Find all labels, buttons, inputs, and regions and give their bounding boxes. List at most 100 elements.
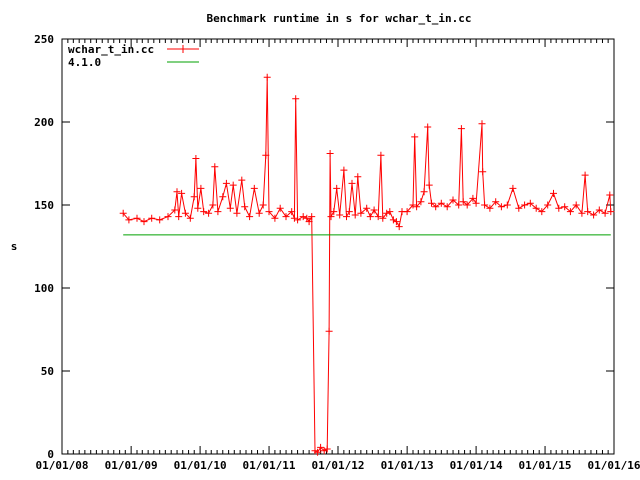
data-point <box>148 214 156 222</box>
x-tick-label: 01/01/08 <box>36 459 89 472</box>
data-point <box>262 151 270 159</box>
data-point <box>219 193 227 201</box>
data-point <box>521 201 529 209</box>
data-point <box>186 214 194 222</box>
data-point <box>175 213 183 221</box>
data-point <box>481 201 489 209</box>
data-point <box>572 201 580 209</box>
x-tick-label: 01/01/11 <box>243 459 296 472</box>
data-point <box>403 208 411 216</box>
data-point <box>607 208 615 216</box>
data-point <box>330 208 338 216</box>
data-point <box>411 133 419 141</box>
legend-marker-0 <box>179 45 187 53</box>
data-point <box>555 204 563 212</box>
data-point <box>443 203 451 211</box>
data-point <box>437 199 445 207</box>
data-point <box>561 203 569 211</box>
data-point <box>211 163 219 171</box>
y-tick-label: 250 <box>34 33 54 46</box>
data-point <box>119 209 127 217</box>
data-point <box>457 125 465 133</box>
y-tick-label: 200 <box>34 116 54 129</box>
data-point <box>515 204 523 212</box>
data-point <box>178 189 186 197</box>
data-point <box>449 196 457 204</box>
data-point <box>190 193 198 201</box>
data-point <box>409 201 417 209</box>
x-tick-label: 01/01/16 <box>588 459 640 472</box>
y-tick-label: 100 <box>34 282 54 295</box>
data-point <box>497 203 505 211</box>
plot-area <box>61 38 615 455</box>
legend-label-0: wchar_t_in.cc <box>68 43 154 56</box>
data-point <box>420 188 428 196</box>
data-point <box>292 95 300 103</box>
plot-frame <box>61 38 615 455</box>
data-point <box>532 204 540 212</box>
series-line-0 <box>122 77 612 453</box>
data-point <box>395 223 403 231</box>
data-point <box>472 199 480 207</box>
data-point <box>241 203 249 211</box>
data-point <box>366 213 374 221</box>
data-point <box>327 213 335 221</box>
data-point <box>181 209 189 217</box>
data-point <box>320 447 328 455</box>
x-tick-label: 01/01/14 <box>450 459 503 472</box>
data-point <box>492 198 500 206</box>
data-point <box>238 176 246 184</box>
data-point <box>282 213 290 221</box>
data-point <box>133 214 141 222</box>
data-point <box>428 199 435 207</box>
data-point <box>377 151 385 159</box>
data-point <box>509 184 517 192</box>
data-point <box>538 208 546 216</box>
data-point <box>325 327 333 335</box>
data-point <box>413 203 421 211</box>
data-point <box>345 208 353 216</box>
data-point <box>317 443 325 451</box>
y-tick-label: 50 <box>41 365 54 378</box>
data-point <box>478 120 486 128</box>
y-tick-label: 150 <box>34 199 54 212</box>
data-point <box>459 198 467 206</box>
data-point <box>417 198 425 206</box>
data-point <box>214 208 222 216</box>
data-point <box>192 155 200 162</box>
data-point <box>226 204 234 212</box>
data-point <box>255 209 263 217</box>
data-point <box>463 201 471 209</box>
data-point <box>351 211 359 219</box>
data-point <box>263 73 271 81</box>
x-tick-label: 01/01/15 <box>519 459 572 472</box>
y-axis-label: s <box>11 240 18 253</box>
data-point <box>595 206 603 214</box>
data-point <box>205 209 213 217</box>
x-axis: 01/01/08 01/01/09 01/01/10 01/01/11 01/01/12… <box>36 39 640 472</box>
data-point <box>455 201 463 209</box>
x-tick-label: 01/01/09 <box>105 459 158 472</box>
data-point <box>194 204 202 212</box>
data-point <box>578 209 586 217</box>
data-point <box>250 184 258 192</box>
data-point <box>171 206 179 214</box>
x-tick-label: 01/01/10 <box>174 459 227 472</box>
data-point <box>606 191 614 199</box>
data-point <box>550 189 557 197</box>
data-point <box>288 208 296 216</box>
x-tick-label: 01/01/13 <box>381 459 434 472</box>
data-point <box>276 204 284 212</box>
data-point <box>259 201 267 209</box>
data-point <box>197 184 205 192</box>
data-point <box>326 150 334 157</box>
data-point <box>290 214 298 222</box>
data-point <box>386 208 394 216</box>
data-point <box>469 194 477 202</box>
data-point <box>246 213 254 221</box>
data-point <box>374 213 382 221</box>
data-point <box>370 206 378 214</box>
data-point <box>200 208 208 216</box>
data-point <box>156 216 164 224</box>
